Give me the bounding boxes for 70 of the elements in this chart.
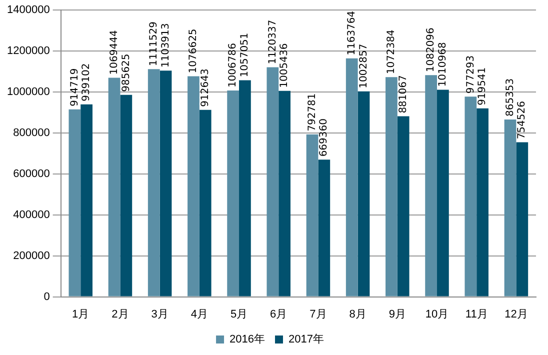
data-label: 1002857 <box>358 44 370 88</box>
bar <box>239 80 251 296</box>
y-tick-label: 1000000 <box>6 86 50 98</box>
bar <box>425 75 438 296</box>
data-label: 1006786 <box>228 43 239 88</box>
bar <box>199 110 212 296</box>
data-label: 1005436 <box>279 43 290 88</box>
x-tick-label: 12月 <box>504 308 528 320</box>
data-label: 1072384 <box>386 30 398 74</box>
data-label: 1120337 <box>267 20 278 64</box>
y-tick-label: 800000 <box>13 126 50 139</box>
bar <box>278 90 290 296</box>
bar <box>476 108 488 296</box>
x-tick-label: 4月 <box>190 308 208 320</box>
data-label: 914719 <box>69 68 80 106</box>
data-label: 669360 <box>318 118 330 157</box>
bar <box>108 78 120 296</box>
data-label: 1069444 <box>108 30 120 75</box>
x-tick-label: 1月 <box>72 308 90 320</box>
data-label: 1163764 <box>346 10 358 56</box>
data-label: 1010968 <box>438 42 449 87</box>
data-label: 1082096 <box>426 28 437 72</box>
data-label: 985625 <box>120 54 132 92</box>
bar <box>148 69 160 296</box>
bar <box>464 96 477 296</box>
data-label: 1057051 <box>240 32 251 78</box>
data-label: 919541 <box>477 67 488 106</box>
bar <box>504 120 516 296</box>
legend-label: 2017年 <box>288 334 324 346</box>
x-tick-label: 10月 <box>425 308 449 320</box>
y-tick-label: 1400000 <box>6 4 50 16</box>
y-tick-label: 0 <box>44 290 50 303</box>
y-tick-label: 600000 <box>13 168 50 180</box>
bar <box>318 160 330 296</box>
bar <box>227 90 240 296</box>
bar <box>358 91 370 296</box>
bar <box>397 116 410 296</box>
x-tick-label: 5月 <box>230 308 248 320</box>
x-tick-label: 9月 <box>388 308 406 320</box>
x-tick-label: 2月 <box>112 308 129 320</box>
data-label: 792781 <box>306 93 318 132</box>
bar <box>120 94 132 296</box>
bar <box>266 67 279 296</box>
bar <box>437 90 449 296</box>
bar <box>306 134 318 296</box>
y-tick-label: 200000 <box>13 250 50 262</box>
bar <box>68 109 81 296</box>
bar <box>386 77 398 296</box>
data-label: 977293 <box>465 55 476 94</box>
data-label: 1076625 <box>188 28 200 74</box>
data-label: 1103913 <box>160 23 172 68</box>
y-tick-label: 1200000 <box>6 45 50 58</box>
bar <box>160 70 172 296</box>
data-label: 754526 <box>516 101 528 140</box>
data-label: 939102 <box>81 63 92 102</box>
data-label: 912643 <box>200 68 211 107</box>
x-tick-label: 7月 <box>310 308 327 320</box>
x-tick-label: 11月 <box>465 308 488 320</box>
y-tick-label: 400000 <box>13 208 50 221</box>
legend-label: 2016年 <box>230 334 266 346</box>
data-label: 865353 <box>504 78 516 117</box>
bar <box>188 76 200 296</box>
bar <box>346 58 358 296</box>
bar <box>516 142 528 296</box>
x-tick-label: 3月 <box>151 308 168 320</box>
data-label: 1111529 <box>148 22 160 66</box>
x-tick-label: 8月 <box>349 308 366 320</box>
x-tick-label: 6月 <box>270 308 288 320</box>
data-label: 881067 <box>398 75 409 114</box>
bar <box>80 104 92 296</box>
